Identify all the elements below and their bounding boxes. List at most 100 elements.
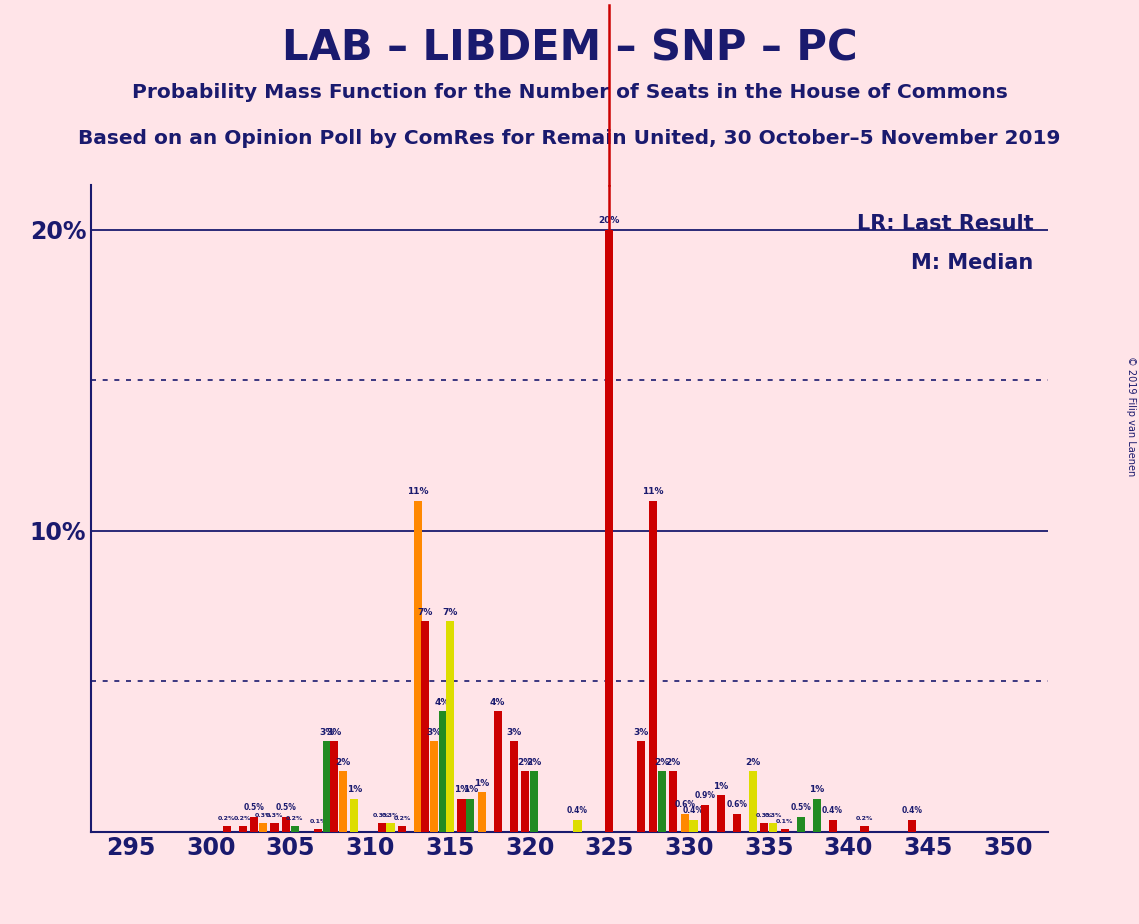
Bar [282,817,290,832]
Text: 0.2%: 0.2% [286,816,303,821]
Bar [251,817,259,832]
Text: 2%: 2% [665,758,681,767]
Bar [466,798,474,832]
Bar [413,501,423,832]
Text: 0.4%: 0.4% [567,806,588,815]
Bar [716,796,726,832]
Bar [669,772,678,832]
Text: 2%: 2% [517,758,533,767]
Bar [732,813,741,832]
Bar [530,772,538,832]
Bar [637,741,646,832]
Bar [657,772,665,832]
Text: © 2019 Filip van Laenen: © 2019 Filip van Laenen [1126,356,1136,476]
Text: 0.1%: 0.1% [776,819,794,824]
Text: 0.1%: 0.1% [310,819,327,824]
Text: 2%: 2% [654,758,670,767]
Text: LR: Last Result: LR: Last Result [857,213,1033,234]
Text: 3%: 3% [633,728,649,736]
Bar [378,822,386,832]
Bar [796,817,805,832]
Text: 2%: 2% [526,758,542,767]
Bar [649,501,657,832]
Text: 1%: 1% [462,785,478,794]
Text: 0.4%: 0.4% [822,806,843,815]
Bar [761,822,769,832]
Text: 0.4%: 0.4% [902,806,923,815]
Text: 0.3%: 0.3% [382,813,399,818]
Bar [270,822,279,832]
Text: 0.3%: 0.3% [254,813,271,818]
Text: 0.2%: 0.2% [218,816,236,821]
Text: 1%: 1% [809,785,825,794]
Bar [748,772,757,832]
Text: 0.3%: 0.3% [764,813,781,818]
Text: 0.6%: 0.6% [727,800,747,809]
Bar [398,825,407,832]
Bar [445,621,454,832]
Bar [458,798,466,832]
Text: 0.2%: 0.2% [855,816,874,821]
Bar [522,772,530,832]
Text: 0.5%: 0.5% [244,803,264,812]
Text: 0.3%: 0.3% [265,813,284,818]
Bar [812,798,821,832]
Text: 7%: 7% [418,607,433,616]
Text: 4%: 4% [490,698,506,707]
Bar [509,741,518,832]
Text: 20%: 20% [599,216,620,225]
Text: 1%: 1% [453,785,469,794]
Bar [238,825,247,832]
Bar [493,711,502,832]
Bar [350,798,359,832]
Text: Probability Mass Function for the Number of Seats in the House of Commons: Probability Mass Function for the Number… [132,83,1007,103]
Bar [573,820,582,832]
Bar [828,820,837,832]
Bar [338,772,346,832]
Text: 3%: 3% [326,728,342,736]
Bar [689,820,697,832]
Bar [769,822,777,832]
Text: 1%: 1% [474,779,490,788]
Text: 3%: 3% [426,728,442,736]
Text: 0.3%: 0.3% [756,813,773,818]
Bar [290,825,298,832]
Text: 1%: 1% [346,785,362,794]
Bar [860,825,869,832]
Text: 0.4%: 0.4% [683,806,704,815]
Bar [780,829,789,832]
Text: 0.6%: 0.6% [674,800,695,809]
Text: M: Median: M: Median [911,252,1033,273]
Text: Based on an Opinion Poll by ComRes for Remain United, 30 October–5 November 2019: Based on an Opinion Poll by ComRes for R… [79,129,1060,149]
Bar [222,825,231,832]
Bar [700,805,710,832]
Text: 4%: 4% [435,698,450,707]
Bar [605,230,614,832]
Text: 7%: 7% [442,607,458,616]
Bar [477,793,486,832]
Bar [439,711,446,832]
Text: 2%: 2% [335,758,351,767]
Bar [322,741,330,832]
Text: 3%: 3% [319,728,335,736]
Text: 3%: 3% [506,728,522,736]
Text: 0.5%: 0.5% [790,803,811,812]
Bar [314,829,322,832]
Text: 11%: 11% [642,487,664,496]
Text: 0.9%: 0.9% [695,791,715,800]
Bar [330,741,338,832]
Text: 0.3%: 0.3% [374,813,391,818]
Text: 11%: 11% [408,487,428,496]
Bar [386,822,394,832]
Text: LAB – LIBDEM – SNP – PC: LAB – LIBDEM – SNP – PC [281,28,858,69]
Bar [681,813,689,832]
Text: 0.5%: 0.5% [276,803,296,812]
Text: 1%: 1% [713,782,729,791]
Text: 0.2%: 0.2% [233,816,252,821]
Text: 0.2%: 0.2% [393,816,411,821]
Bar [908,820,917,832]
Bar [429,741,439,832]
Text: 2%: 2% [745,758,761,767]
Bar [259,822,267,832]
Bar [421,621,429,832]
